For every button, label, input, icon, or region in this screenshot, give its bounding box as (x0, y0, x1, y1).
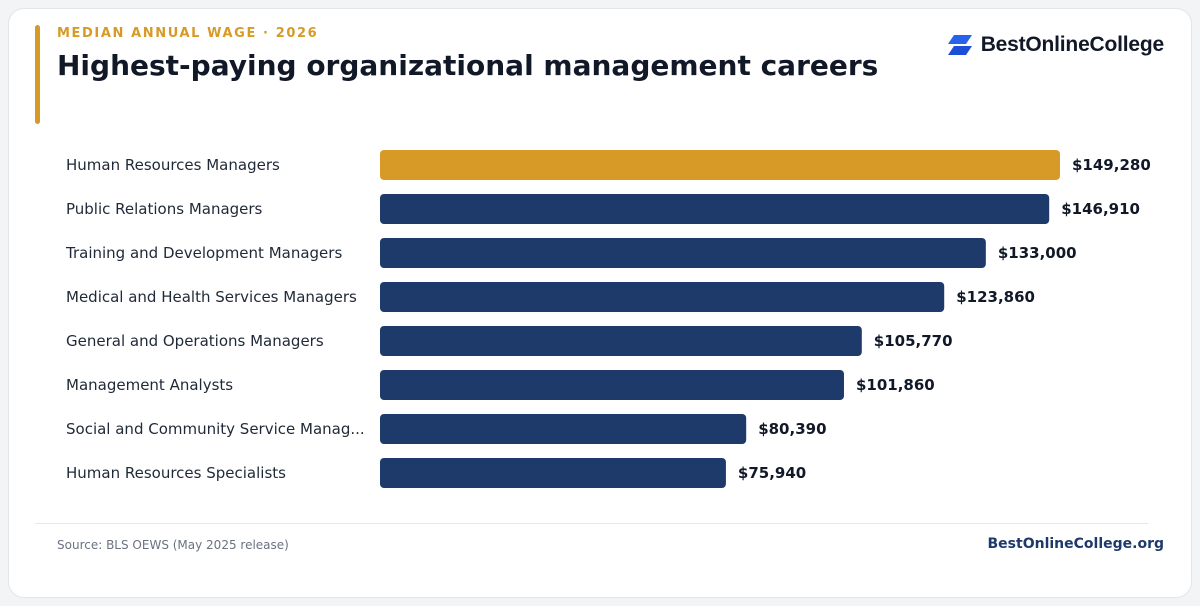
bar (380, 370, 844, 400)
bar (380, 150, 1060, 180)
category-label: Training and Development Managers (65, 244, 342, 262)
value-label: $101,860 (856, 376, 935, 394)
bar (380, 414, 747, 444)
bar (380, 458, 726, 488)
parallelogram-logo-icon (947, 35, 972, 55)
category-label: Public Relations Managers (66, 200, 263, 218)
value-label: $146,910 (1061, 200, 1140, 218)
brand-logo: BestOnlineCollege (947, 31, 1164, 59)
category-label: Human Resources Managers (66, 156, 280, 174)
title-accent-bar (35, 25, 40, 124)
chart-title: Highest-paying organizational management… (57, 49, 879, 82)
bar (380, 282, 945, 312)
value-label: $133,000 (998, 244, 1077, 262)
source-note: Source: BLS OEWS (May 2025 release) (57, 538, 289, 552)
category-label: Social and Community Service Manag... (66, 420, 365, 438)
bar (380, 326, 862, 356)
category-label: Management Analysts (66, 376, 233, 394)
value-label: $105,770 (874, 332, 953, 350)
chart-eyebrow: MEDIAN ANNUAL WAGE · 2026 (57, 26, 319, 41)
bar (380, 194, 1050, 224)
brand-name: BestOnlineCollege (980, 33, 1165, 56)
bar (380, 238, 986, 268)
category-label: Medical and Health Services Managers (66, 288, 357, 306)
category-label: Human Resources Specialists (66, 464, 286, 482)
value-label: $149,280 (1072, 156, 1151, 174)
value-label: $123,860 (956, 288, 1035, 306)
site-link[interactable]: BestOnlineCollege.org (987, 536, 1164, 552)
footer-divider (35, 523, 1148, 524)
value-label: $75,940 (738, 464, 806, 482)
category-label: General and Operations Managers (66, 332, 324, 350)
value-label: $80,390 (758, 420, 826, 438)
